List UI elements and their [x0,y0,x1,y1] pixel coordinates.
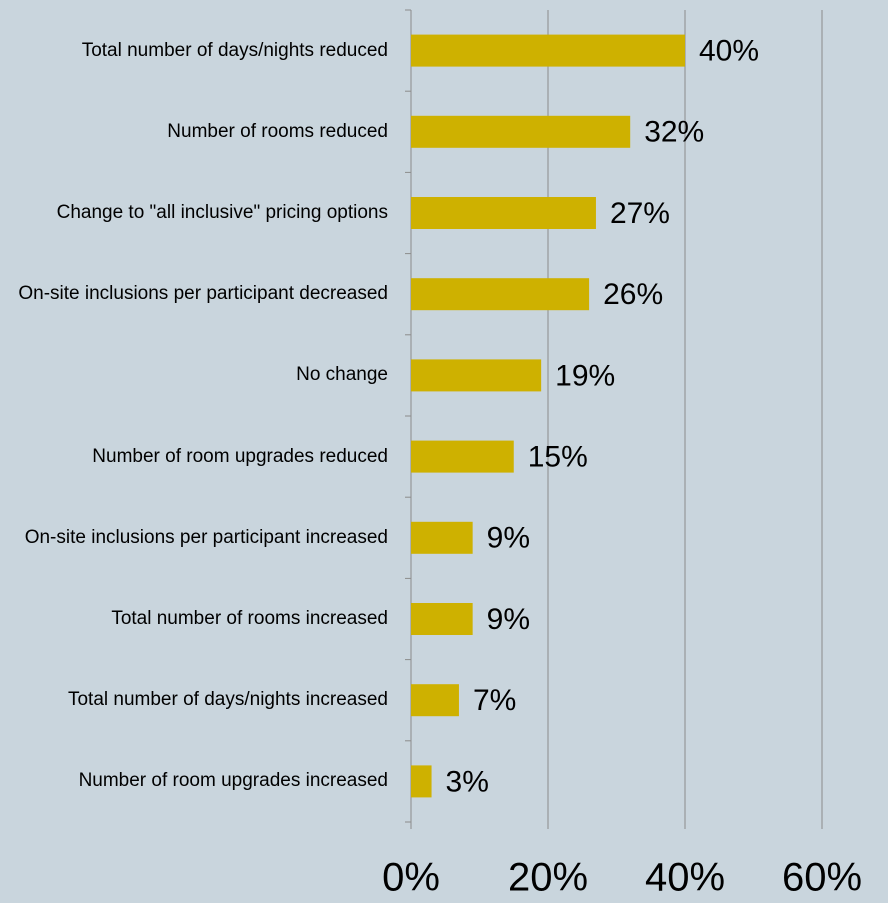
y-tick-label: Number of rooms reduced [167,120,388,142]
value-label: 40% [699,35,759,68]
y-tick-label: Number of room upgrades increased [78,770,388,792]
bar [411,359,542,392]
category-label-box: Total number of rooms increased [111,579,388,660]
bar [411,684,459,717]
category-label-box: Total number of days/nights reduced [82,10,388,91]
bar [411,603,473,635]
y-tick-label: Total number of rooms increased [111,608,388,629]
category-label-box: Total number of days/nights increased [68,660,388,741]
x-tick-label: 0% [382,856,440,900]
bar [411,278,590,311]
value-label: 27% [610,197,670,230]
value-label: 3% [446,765,489,798]
bar [411,115,631,148]
y-tick-label: Total number of days/nights increased [67,689,388,711]
x-tick-label: 40% [645,856,725,900]
value-label: 7% [473,684,516,717]
category-label-box: On-site inclusions per participant decre… [18,254,388,335]
bar [411,440,514,473]
bar [411,765,432,798]
x-tick-label: 60% [782,856,862,900]
bar [411,197,596,229]
value-label: 19% [555,359,615,392]
category-label-box: Change to "all inclusive" pricing option… [57,173,388,254]
y-tick-label: Change to "all inclusive" pricing option… [56,202,388,223]
bar [411,521,473,554]
value-label: 26% [603,278,663,311]
category-label-box: No change [296,335,388,416]
bar [411,34,685,67]
value-label: 9% [487,603,530,636]
x-tick-label: 20% [508,856,588,900]
y-tick-label: On-site inclusions per participant incre… [24,526,388,548]
value-label: 9% [487,522,530,555]
y-tick-label: Number of room upgrades reduced [92,445,388,467]
category-label-box: Number of room upgrades reduced [92,416,388,497]
category-label-box: On-site inclusions per participant incre… [25,497,388,578]
value-label: 32% [644,116,704,149]
y-tick-label: Total number of days/nights reduced [81,39,388,61]
category-label-box: Number of rooms reduced [167,91,388,172]
y-tick-label: No change [296,364,388,386]
category-label-box: Number of room upgrades increased [79,741,388,822]
y-tick-label: On-site inclusions per participant decre… [18,283,388,305]
value-label: 15% [528,441,588,474]
